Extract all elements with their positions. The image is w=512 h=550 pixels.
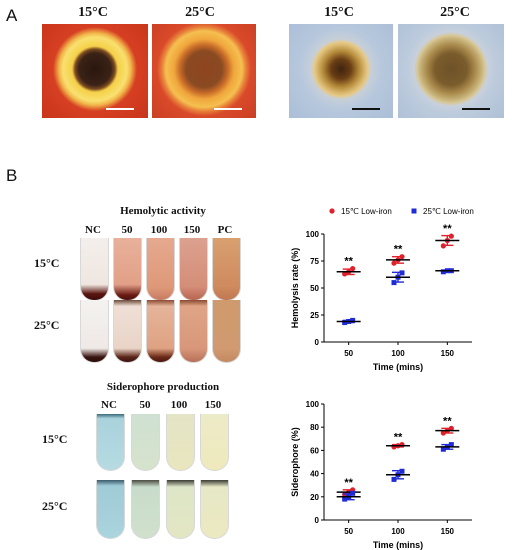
hemo-tube-25c-100 bbox=[146, 300, 175, 363]
y-tick-label: 80 bbox=[310, 423, 319, 432]
x-tick-label: 100 bbox=[391, 349, 405, 358]
y-tick-label: 50 bbox=[310, 284, 319, 293]
scale-bar-2 bbox=[214, 108, 242, 110]
significance-mark: ** bbox=[443, 223, 452, 235]
legend-marker bbox=[329, 208, 335, 214]
hemo-row-15c: 15°C bbox=[34, 256, 60, 270]
sid-tube-15c-100 bbox=[166, 414, 195, 471]
plate-4-temp: 25°C bbox=[440, 5, 470, 20]
siderophore-title: Siderophore production bbox=[106, 381, 220, 393]
x-axis-label: Time (mins) bbox=[373, 540, 423, 550]
data-point bbox=[350, 265, 356, 272]
panel-b-label: B bbox=[6, 166, 18, 185]
hemo-tube-15c-50 bbox=[113, 238, 142, 301]
hemo-tube-25c-150 bbox=[179, 300, 208, 363]
significance-mark: ** bbox=[394, 432, 403, 444]
legend-label: 15℃ Low-iron bbox=[341, 207, 392, 216]
data-point bbox=[440, 430, 446, 436]
plate-3-temp: 15°C bbox=[324, 5, 354, 20]
data-point bbox=[391, 476, 397, 482]
y-tick-label: 60 bbox=[310, 446, 319, 455]
sid-row-25c: 25°C bbox=[42, 499, 68, 513]
data-point bbox=[448, 442, 454, 448]
blood-plate-25c bbox=[398, 24, 504, 118]
scale-bar-4 bbox=[462, 108, 490, 110]
hemo-tube-15c-100 bbox=[146, 238, 175, 301]
sid-col-150: 150 bbox=[204, 399, 222, 411]
x-tick-label: 100 bbox=[391, 527, 405, 536]
sid-col-nc: NC bbox=[101, 399, 117, 411]
x-tick-label: 150 bbox=[441, 527, 455, 536]
sid-row-15c: 15°C bbox=[42, 432, 68, 446]
sid-tube-25c-50 bbox=[131, 480, 160, 539]
hemo-tube-15c-150 bbox=[179, 238, 208, 301]
data-point bbox=[350, 490, 356, 496]
data-point bbox=[399, 254, 405, 260]
panel-a-label: A bbox=[6, 6, 18, 25]
y-tick-label: 25 bbox=[310, 311, 319, 320]
x-tick-label: 150 bbox=[441, 349, 455, 358]
hemolysis-chart: 0 25 50 75 100 50 100 150 Time (mins) Hemolysis r… bbox=[290, 207, 474, 372]
sid-col-50: 50 bbox=[139, 399, 151, 411]
x-axis-label: Time (mins) bbox=[373, 362, 423, 372]
significance-mark: ** bbox=[344, 256, 353, 268]
legend-label: 25℃ Low-iron bbox=[423, 207, 474, 216]
legend-marker bbox=[411, 208, 417, 214]
y-tick-label: 75 bbox=[310, 257, 319, 266]
hemo-col-100: 100 bbox=[150, 224, 168, 236]
significance-mark: ** bbox=[394, 244, 403, 256]
data-point bbox=[350, 317, 356, 323]
y-tick-label: 100 bbox=[306, 230, 320, 239]
y-tick-label: 100 bbox=[306, 400, 320, 409]
x-tick-label: 50 bbox=[344, 349, 353, 358]
data-point bbox=[342, 271, 348, 277]
sid-tube-25c-100 bbox=[166, 480, 195, 539]
hemo-col-nc: NC bbox=[85, 224, 101, 236]
hemo-col-50: 50 bbox=[121, 224, 133, 236]
sid-tube-15c-50 bbox=[131, 414, 160, 471]
plate-1-temp: 15°C bbox=[78, 5, 108, 20]
sid-col-100: 100 bbox=[170, 399, 188, 411]
scale-bar-3 bbox=[352, 108, 380, 110]
hemo-col-150: 150 bbox=[183, 224, 201, 236]
data-point bbox=[448, 233, 454, 239]
data-point bbox=[440, 269, 446, 275]
hemolytic-title: Hemolytic activity bbox=[120, 205, 206, 217]
hemo-tube-15c-nc bbox=[80, 238, 109, 301]
sid-tube-25c-150 bbox=[200, 480, 229, 539]
y-tick-label: 0 bbox=[315, 516, 320, 525]
scale-bar-1 bbox=[106, 108, 134, 110]
x-tick-label: 50 bbox=[344, 527, 353, 536]
y-tick-label: 40 bbox=[310, 470, 319, 479]
cas-plate-25c bbox=[152, 24, 256, 118]
significance-mark: ** bbox=[344, 477, 353, 489]
data-point bbox=[448, 425, 454, 431]
sid-tube-15c-nc bbox=[96, 414, 125, 471]
data-point bbox=[399, 468, 405, 474]
hemo-tube-25c-pc bbox=[212, 300, 241, 363]
hemo-tube-15c-pc bbox=[212, 238, 241, 301]
siderophore-chart: 0 20 40 60 80 100 50 100 150 Time (mins) Sideropho… bbox=[290, 400, 472, 550]
data-point bbox=[391, 280, 397, 286]
hemo-row-25c: 25°C bbox=[34, 318, 60, 332]
data-point bbox=[440, 243, 446, 249]
sid-tube-15c-150 bbox=[200, 414, 229, 471]
data-point bbox=[391, 260, 397, 266]
y-tick-label: 0 bbox=[315, 338, 320, 347]
blood-plate-15c bbox=[289, 24, 393, 118]
significance-mark: ** bbox=[443, 415, 452, 427]
data-point bbox=[440, 446, 446, 452]
data-point bbox=[342, 320, 348, 326]
y-axis-label: Siderophore (%) bbox=[290, 427, 300, 497]
data-point bbox=[342, 496, 348, 502]
y-tick-label: 20 bbox=[310, 493, 319, 502]
hemo-tube-25c-nc bbox=[80, 300, 109, 363]
data-point bbox=[399, 270, 405, 276]
cas-plate-15c bbox=[42, 24, 148, 118]
sid-tube-25c-nc bbox=[96, 480, 125, 539]
y-axis-label: Hemolysis rate (%) bbox=[290, 248, 300, 329]
hemo-col-pc: PC bbox=[217, 224, 233, 236]
hemo-tube-25c-50 bbox=[113, 300, 142, 363]
plate-2-temp: 25°C bbox=[185, 5, 215, 20]
